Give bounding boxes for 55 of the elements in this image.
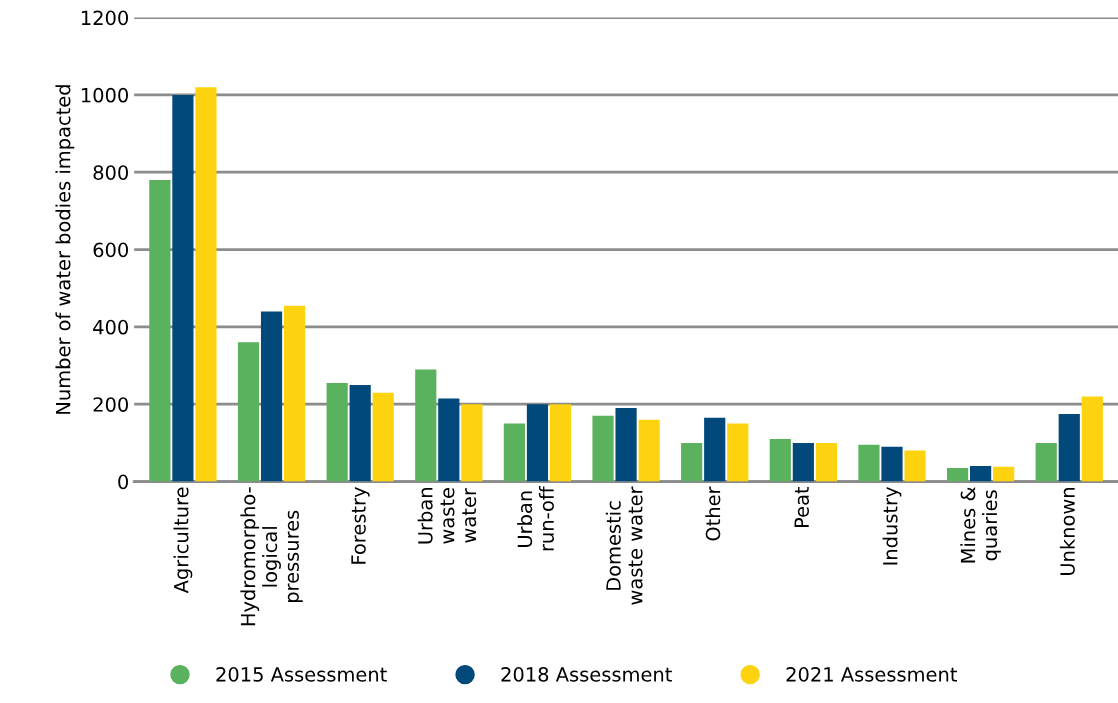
bar [858,444,880,482]
bar [727,423,749,482]
x-tick-label: Agriculture [173,487,193,594]
y-tick-label: 400 [93,319,129,335]
bar [195,87,217,482]
legend-label: 2015 Assessment [216,667,387,682]
bar [681,442,703,482]
bar [326,382,348,482]
y-tick-label: 600 [93,242,129,258]
x-tick-label: Other [705,486,721,541]
x-tick-label: Forestry [351,486,370,564]
bar [172,94,194,482]
bar [1081,396,1103,482]
bar [592,415,614,482]
x-tick-label: Peat [794,486,809,528]
x-tick-label: Unknown [1059,488,1075,575]
y-axis-title: Number of water bodies impacted [55,85,75,414]
bar [461,404,483,482]
bar [1058,413,1080,482]
bar [526,404,549,482]
bar [881,446,903,482]
bar [993,466,1015,482]
bar [415,369,437,482]
legend-label: 2018 Assessment [501,667,672,682]
bar [946,468,969,482]
bar [904,450,926,482]
y-tick-label: 200 [93,397,129,412]
bar [769,439,791,482]
x-tick-label: Domestic waste water [605,486,643,605]
bar [503,423,525,482]
y-tick-label: 0 [118,474,129,490]
x-tick-label: Mines & quaries [960,487,1001,563]
x-tick-label: Urban waste water [417,488,477,544]
bar [372,392,394,482]
bar [438,398,460,482]
x-tick-label: Urban run-off [517,486,554,551]
bar [1035,442,1057,482]
y-tick-label: 1200 [81,10,129,26]
bar [349,384,371,482]
bar [615,408,637,482]
bar [237,342,260,482]
x-tick-label: Industry [882,486,902,565]
y-tick-label: 800 [93,165,129,180]
legend-label: 2021 Assessment [786,667,957,682]
bar [549,404,572,482]
x-tick-label: Hydromorpho- logical pressures [240,487,303,626]
bar [283,305,306,482]
y-tick-label: 1000 [81,87,129,103]
bar [970,466,992,482]
bar [638,419,660,482]
bar [792,442,814,482]
bar [704,417,726,482]
bar [815,442,837,482]
bar [149,179,171,482]
bar [260,311,283,482]
